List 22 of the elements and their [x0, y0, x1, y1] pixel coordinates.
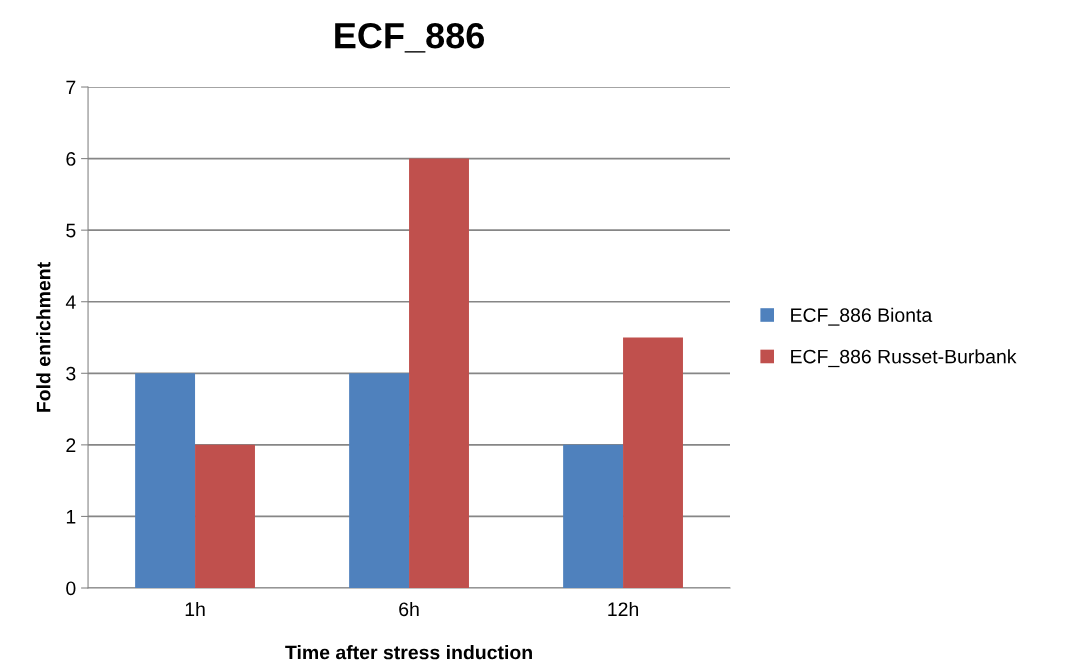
bar: [195, 444, 255, 588]
y-tick-label: 1: [66, 510, 76, 524]
bar: [135, 373, 196, 588]
chart-title: ECF_886: [335, 22, 485, 53]
y-tick-label: 0: [66, 581, 76, 596]
legend-label: ECF_886 Bionta: [791, 307, 933, 326]
y-tick-label: 4: [65, 295, 76, 309]
bar: [349, 373, 410, 588]
legend-label: ECF_886 Russet-Burbank: [791, 349, 1017, 368]
y-tick-label: 2: [66, 438, 76, 452]
bar: [409, 158, 469, 588]
y-tick-label: 3: [66, 366, 76, 381]
x-tick-label: 6h: [399, 601, 419, 617]
y-axis-title: Fold enrichment: [36, 262, 51, 412]
y-tick-label: 6: [66, 152, 76, 166]
x-axis-title: Time after stress induction: [285, 645, 532, 660]
y-tick-label: 5: [66, 223, 76, 238]
bar: [563, 444, 624, 588]
bar: [623, 337, 683, 588]
y-tick-label: 7: [66, 80, 76, 95]
x-tick-label: 12h: [608, 601, 639, 616]
x-tick-label: 1h: [185, 601, 205, 616]
